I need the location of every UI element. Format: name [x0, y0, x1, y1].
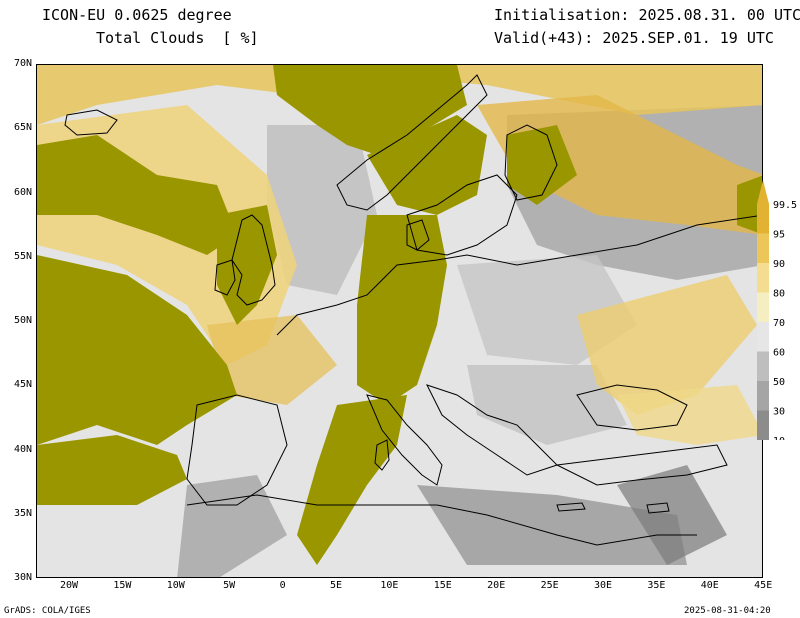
legend-svg: 99.5 95 90 80 70 60 50 30 10: [757, 180, 797, 470]
grey-cloud-north-atlantic: [267, 125, 377, 295]
legend-color-box: [757, 381, 769, 411]
coastlines: [64, 74, 762, 546]
grey-cloud-med-south: [417, 485, 687, 565]
yellow-band-arctic: [37, 65, 762, 125]
initialisation-time: Initialisation: 2025.08.31. 00 UTC: [494, 6, 800, 24]
cloud-cover-legend: 99.5 95 90 80 70 60 50 30 10: [757, 180, 797, 470]
legend-color-box: [757, 204, 769, 234]
coastline-north-africa: [186, 494, 697, 546]
longitude-label: 5W: [223, 580, 236, 591]
latitude-label: 40N: [13, 443, 32, 455]
legend-label: 95: [773, 230, 785, 241]
legend-color-box: [757, 233, 769, 263]
coastline-baltic: [406, 174, 518, 256]
latitude-label: 60N: [13, 186, 32, 198]
coastline-norway: [336, 74, 488, 211]
legend-label: 60: [773, 348, 785, 359]
longitude-label: 15E: [433, 580, 452, 591]
longitude-label: 30E: [593, 580, 613, 591]
longitude-label: 20W: [59, 580, 79, 591]
latitude-label: 30N: [13, 572, 32, 583]
legend-label: 30: [773, 407, 785, 418]
grads-credit: GrADS: COLA/IGES: [4, 606, 91, 616]
overcast-germany-corridor: [357, 215, 447, 405]
overcast-west-atlantic: [37, 255, 237, 445]
overcast-iberia: [37, 435, 187, 505]
coastline-iberia: [186, 394, 288, 506]
latitude-label: 45N: [13, 379, 32, 391]
overcast-north-atlantic: [37, 135, 237, 255]
grey-cloud-levant: [617, 465, 727, 565]
coastline-denmark: [406, 219, 430, 251]
overcast-sweden: [367, 115, 487, 215]
coastline-continent: [276, 214, 762, 336]
overcast-east: [737, 175, 762, 235]
legend-label: 50: [773, 377, 785, 388]
longitude-label: 20E: [487, 580, 506, 591]
coastline-cyprus: [646, 502, 670, 514]
coastline-iceland: [64, 109, 118, 136]
overcast-italy-sardinia: [297, 395, 407, 565]
longitude-label: 10W: [166, 580, 185, 591]
creation-timestamp: 2025-08-31-04:20: [684, 606, 771, 616]
legend-arrow: [757, 180, 769, 204]
coastline-blacksea: [576, 384, 688, 431]
legend-color-box: [757, 351, 769, 381]
latitude-label: 70N: [13, 58, 32, 69]
legend-color-box: [757, 322, 769, 352]
model-title: ICON-EU 0.0625 degree: [42, 6, 232, 24]
coastline-italy: [366, 394, 443, 486]
coastline-sardinia: [374, 439, 390, 471]
latitude-label: 65N: [13, 122, 32, 134]
longitude-label: 40E: [700, 580, 719, 591]
field-title: Total Clouds [ %]: [96, 29, 259, 47]
longitude-label: 35E: [647, 580, 666, 591]
overcast-uk: [217, 205, 277, 325]
grey-cloud-balkans: [467, 365, 627, 445]
yellow-band-france: [207, 315, 337, 405]
legend-label: 10: [773, 436, 785, 440]
longitude-label: 5E: [329, 580, 343, 591]
overcast-finland: [507, 125, 577, 205]
latitude-label: 35N: [13, 507, 32, 519]
latitude-label: 55N: [13, 250, 32, 262]
latitude-label: 50N: [13, 315, 32, 326]
coastline-turkey: [555, 444, 728, 486]
yellow-band-blacksea: [577, 275, 757, 415]
longitude-label: 10E: [380, 580, 399, 591]
legend-color-box: [757, 263, 769, 293]
valid-time: Valid(+43): 2025.SEP.01. 19 UTC: [494, 29, 774, 47]
coastline-ireland: [214, 259, 236, 296]
legend-label: 70: [773, 318, 785, 329]
legend-color-box: [757, 292, 769, 322]
legend-label: 99.5: [773, 200, 797, 211]
map-canvas: [37, 65, 762, 577]
cloud-cover-map: [36, 64, 763, 578]
coastline-crete: [556, 502, 586, 512]
longitude-label: 15W: [113, 580, 132, 591]
legend-label: 80: [773, 289, 785, 300]
yellow-band-turkey: [617, 385, 762, 445]
legend-color-box: [757, 410, 769, 440]
legend-label: 90: [773, 259, 785, 270]
longitude-label: 0: [279, 580, 286, 591]
longitude-label: 25E: [540, 580, 559, 591]
grey-cloud-iberia-coast: [177, 475, 287, 577]
longitude-label: 45E: [754, 580, 773, 591]
coastline-finland: [504, 124, 558, 201]
